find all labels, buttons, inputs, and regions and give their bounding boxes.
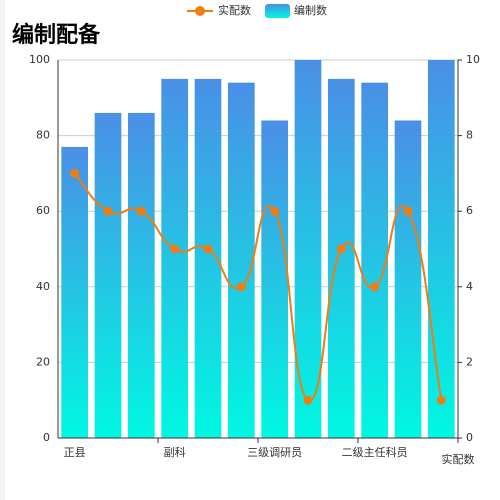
- line-point: [436, 395, 446, 405]
- bar: [361, 82, 388, 439]
- bar: [161, 78, 188, 439]
- line-point: [70, 168, 80, 178]
- bar: [394, 120, 422, 438]
- y2-tick-label: 6: [466, 204, 473, 217]
- x-axis-label: 实配数: [442, 452, 475, 466]
- line-point: [370, 282, 380, 292]
- y-tick-label: 60: [36, 204, 50, 217]
- line-point: [170, 244, 180, 254]
- chart-title: 编制配备: [12, 22, 101, 48]
- line-point: [236, 282, 246, 292]
- y-tick-label: 20: [36, 355, 50, 368]
- bar: [128, 112, 155, 439]
- side-strip: [0, 0, 5, 500]
- bar: [294, 60, 322, 438]
- line-point: [136, 206, 146, 216]
- x-tick-label: 二级主任科员: [342, 445, 408, 459]
- bar: [94, 112, 122, 439]
- x-tick-label: 三级调研员: [247, 446, 302, 459]
- y2-tick-label: 10: [466, 53, 480, 66]
- line: [73, 172, 443, 402]
- y2-tick-label: 0: [466, 431, 473, 444]
- line-point: [403, 206, 413, 216]
- bar: [228, 82, 255, 439]
- y-tick-label: 40: [36, 280, 50, 293]
- bar: [428, 60, 455, 438]
- legend-label: 实配数: [218, 3, 251, 17]
- line-point: [303, 395, 313, 405]
- y2-tick-label: 8: [466, 129, 473, 142]
- y2-tick-label: 2: [466, 355, 473, 368]
- y-tick-label: 100: [29, 53, 50, 66]
- legend-marker: [265, 4, 290, 18]
- y-tick-label: 0: [43, 431, 50, 444]
- x-tick-label: 正县: [64, 446, 86, 459]
- bar: [261, 120, 288, 438]
- bar: [328, 78, 355, 439]
- bar: [61, 146, 88, 438]
- legend-label: 编制数: [294, 3, 327, 17]
- y-tick-label: 80: [36, 129, 50, 142]
- legend-marker: [195, 6, 205, 16]
- line-point: [270, 206, 280, 216]
- x-tick-label: 副科: [164, 445, 186, 459]
- line-point: [103, 206, 113, 216]
- line-point: [336, 244, 346, 254]
- y2-tick-label: 4: [466, 280, 473, 293]
- line-point: [203, 244, 213, 254]
